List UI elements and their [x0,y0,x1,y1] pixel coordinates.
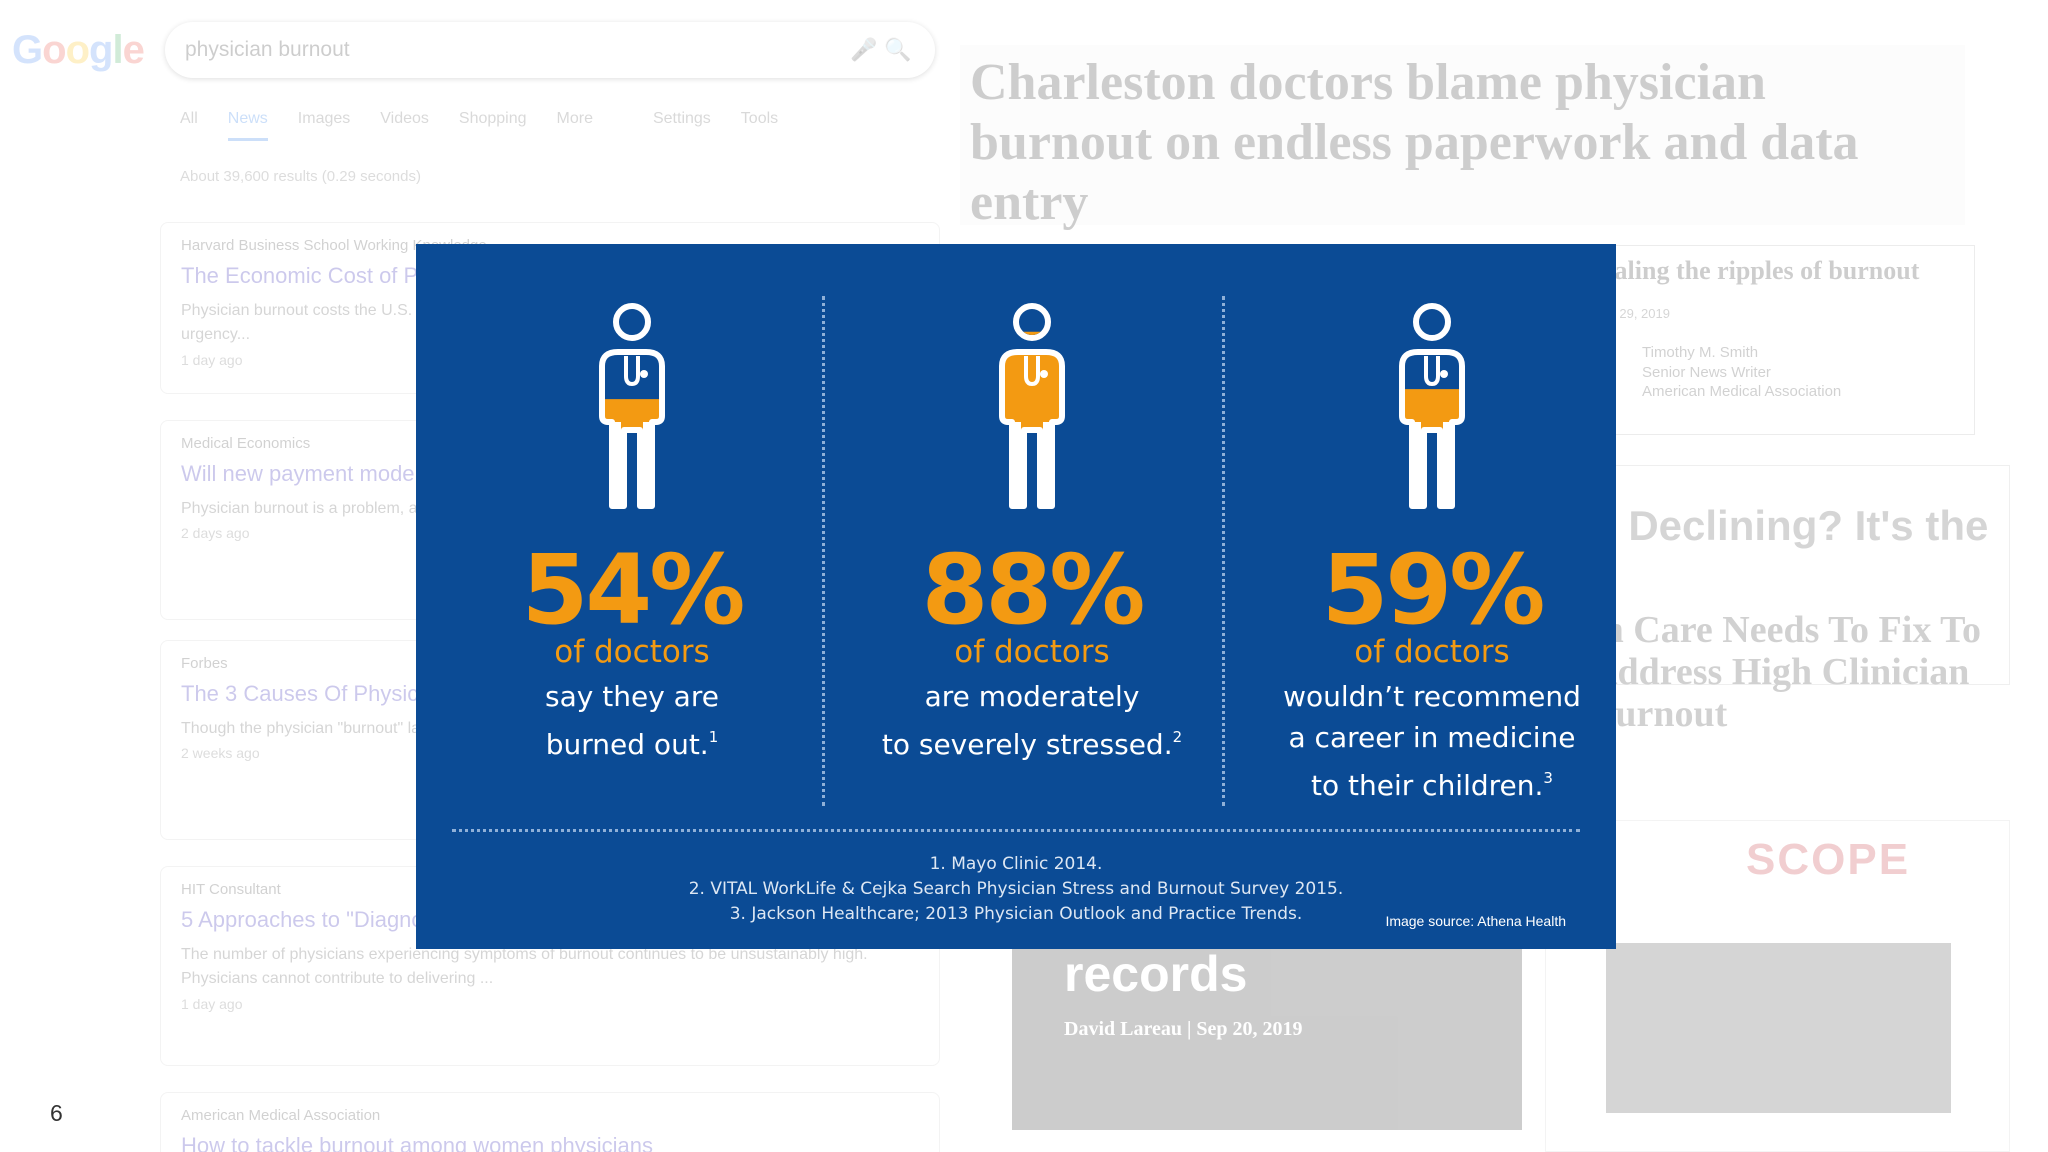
reference-item: 2. VITAL WorkLife & Cejka Search Physici… [688,879,1344,899]
stat-column: 59% of doctors wouldn’t recommend a care… [1232,244,1632,804]
doctor-figure-icon [1399,303,1465,509]
stat-percent: 59% [1321,534,1546,646]
article-records: records David Lareau | Sep 20, 2019 [1012,940,1522,1130]
article-ama: vealing the ripples of burnout UST 29, 2… [1575,245,1975,435]
result-age: 1 day ago [181,996,243,1013]
reference-item: 1. Mayo Clinic 2014. [929,854,1103,874]
stat-column: 54% of doctors say they are burned out.1 [432,244,832,804]
article-date: UST 29, 2019 [1590,306,1670,321]
article-headline: Charleston doctors blame physician burno… [970,54,1859,231]
result-source: Forbes [181,655,228,672]
result-age: 2 weeks ago [181,745,260,762]
result-title[interactable]: How to tackle burnout among women physic… [181,1133,654,1152]
doctor-figure-icon [599,303,665,509]
doctor-figure-icon [999,303,1065,509]
reference-item: 3. Jackson Healthcare; 2013 Physician Ou… [729,904,1303,924]
article-headline: vealing the ripples of burnout [1590,256,1920,285]
stat-column: 88% of doctors are moderately to severel… [832,244,1232,804]
tools-link[interactable]: Tools [740,110,779,127]
stat-description: wouldn’t recommend a career in medicine … [1283,680,1581,802]
article-headline: records [1064,946,1248,1002]
stat-percent: 54% [521,534,746,646]
article-scope: SCOPE [1545,820,2010,1152]
news-result[interactable]: American Medical Association How to tack… [160,1092,940,1152]
search-tabs: All News Images Videos Shopping More Set… [180,110,778,141]
burnout-infographic: 54% of doctors say they are burned out.1… [416,244,1616,949]
article-author: Timothy M. Smith Senior News Writer Amer… [1642,344,1842,400]
tab-videos[interactable]: Videos [380,110,429,127]
column-divider [1222,296,1225,806]
tab-shopping[interactable]: Shopping [458,110,527,127]
search-icon[interactable]: 🔍 [884,37,912,62]
result-source: Harvard Business School Working Knowledg… [181,237,487,254]
article-author: David Lareau | Sep 20, 2019 [1064,1018,1303,1040]
tab-news[interactable]: News [227,110,268,141]
horizontal-divider [452,829,1580,832]
scope-logo: SCOPE [1746,835,1911,884]
result-count: About 39,600 results (0.29 seconds) [180,168,421,185]
article-declining: g Declining? It's the [1580,465,2010,685]
article-post-and-courier: Charleston doctors blame physician burno… [960,45,1965,264]
stat-description: are moderately to severely stressed.2 [881,680,1183,761]
article-forbes-headline: th Care Needs To Fix To Address High Cli… [1590,609,1981,735]
settings-link[interactable]: Settings [652,110,711,127]
stat-subtitle: of doctors [554,634,710,670]
microphone-icon[interactable]: 🎤 [850,37,878,62]
tab-more[interactable]: More [556,110,593,127]
result-age: 2 days ago [181,525,250,542]
result-snippet: The number of physicians experiencing sy… [181,945,868,988]
stat-description: say they are burned out.1 [545,680,719,761]
column-divider [822,296,825,806]
slide-page-number: 6 [50,1100,63,1126]
image-source-credit: Image source: Athena Health [1385,913,1566,929]
tab-images[interactable]: Images [297,110,351,127]
result-age: 1 day ago [181,352,243,369]
tab-all[interactable]: All [180,110,198,127]
result-source: Medical Economics [181,435,311,452]
stat-subtitle: of doctors [1354,634,1510,670]
stat-subtitle: of doctors [954,634,1110,670]
article-photo [1606,943,1951,1113]
result-source: American Medical Association [181,1107,381,1124]
result-source: HIT Consultant [181,881,281,898]
search-input[interactable]: physician burnout 🎤 🔍 [165,22,935,78]
stat-percent: 88% [921,534,1146,646]
google-logo[interactable]: Google [12,28,145,72]
references: 1. Mayo Clinic 2014. 2. VITAL WorkLife &… [416,852,1616,927]
search-query[interactable]: physician burnout [185,38,350,61]
